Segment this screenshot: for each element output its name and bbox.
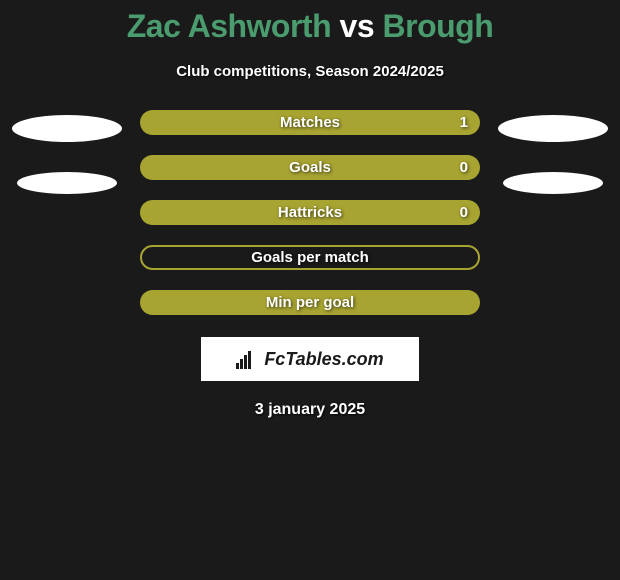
avatar-placeholder xyxy=(498,115,608,142)
stat-bar: Goals 0 xyxy=(140,155,480,180)
stat-bar-label: Goals xyxy=(289,159,331,176)
bars-icon xyxy=(236,349,258,369)
avatar-placeholder xyxy=(17,172,117,194)
avatar-placeholder xyxy=(503,172,603,194)
stat-bar: Hattricks 0 xyxy=(140,200,480,225)
avatar-placeholder xyxy=(12,115,122,142)
stat-bar-label: Goals per match xyxy=(251,249,369,266)
stat-bar: Goals per match xyxy=(140,245,480,270)
stat-bar-value: 0 xyxy=(460,204,468,221)
stat-bar: Min per goal xyxy=(140,290,480,315)
stat-bars: Matches 1 Goals 0 Hattricks 0 Goals per match M… xyxy=(140,110,480,315)
vs-text: vs xyxy=(331,8,382,44)
player1-name: Zac Ashworth xyxy=(127,8,331,44)
right-avatar-col xyxy=(498,110,608,194)
logo-text: FcTables.com xyxy=(264,349,383,370)
player2-name: Brough xyxy=(383,8,494,44)
date-label: 3 january 2025 xyxy=(0,401,620,419)
left-avatar-col xyxy=(12,110,122,194)
stat-bar-label: Matches xyxy=(280,114,340,131)
stat-bar-label: Hattricks xyxy=(278,204,342,221)
comparison-card: Zac Ashworth vs Brough Club competitions… xyxy=(0,0,620,580)
logo-badge: FcTables.com xyxy=(201,337,419,381)
stat-bar: Matches 1 xyxy=(140,110,480,135)
stat-bar-value: 1 xyxy=(460,114,468,131)
page-title: Zac Ashworth vs Brough xyxy=(0,0,620,45)
stat-bar-value: 0 xyxy=(460,159,468,176)
subtitle: Club competitions, Season 2024/2025 xyxy=(0,63,620,80)
stat-bar-label: Min per goal xyxy=(266,294,354,311)
stats-row: Matches 1 Goals 0 Hattricks 0 Goals per match M… xyxy=(0,110,620,315)
